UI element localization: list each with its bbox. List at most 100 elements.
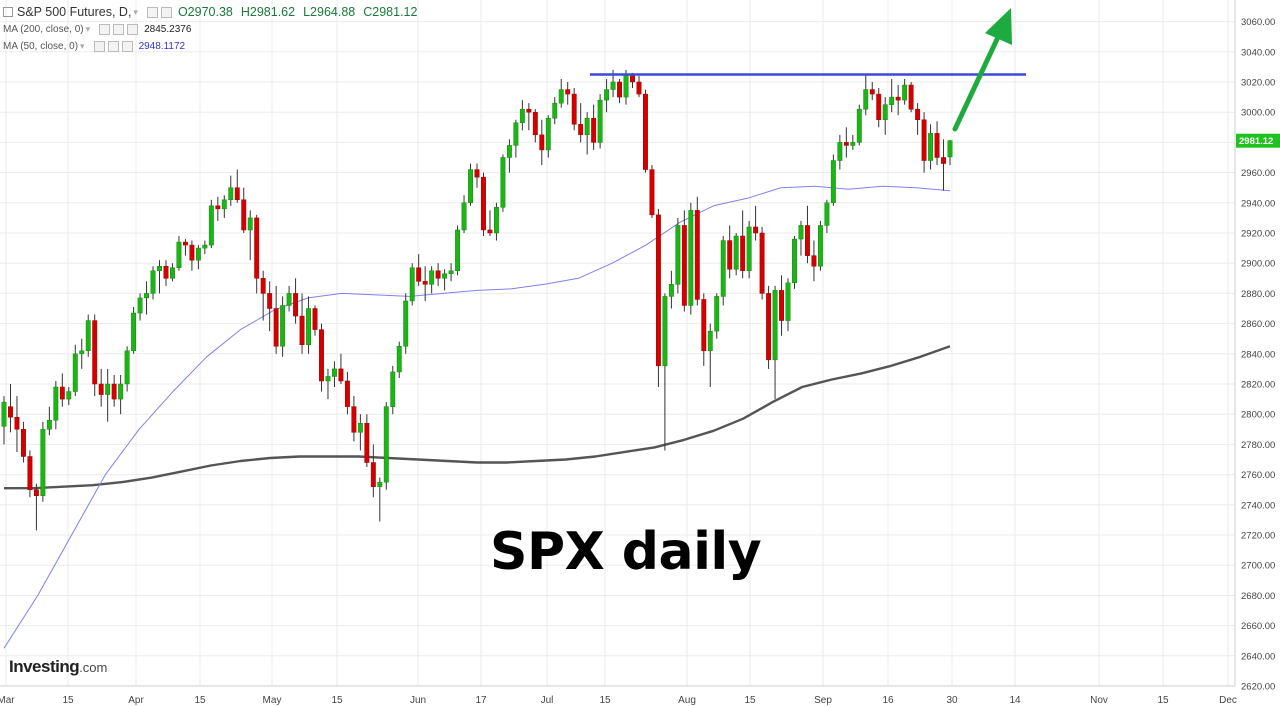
ma50-line: [3, 185, 951, 649]
settings-icon[interactable]: [146, 6, 158, 18]
candle-body: [105, 383, 111, 395]
candle: [208, 199, 214, 249]
y-tick-label: 3060.00: [1241, 17, 1275, 28]
candle: [824, 199, 830, 233]
candle: [332, 361, 337, 388]
candle-body: [843, 142, 849, 146]
candle-body: [649, 169, 655, 216]
y-tick-label: 2680.00: [1241, 591, 1275, 602]
eye-icon[interactable]: [99, 24, 111, 35]
candle: [435, 263, 441, 286]
candle-body: [377, 481, 383, 487]
candle: [928, 124, 934, 170]
candle-body: [137, 297, 143, 314]
candle-body: [558, 89, 564, 104]
candle-body: [746, 226, 752, 272]
candle-body: [228, 187, 234, 201]
candle-body: [422, 281, 428, 285]
candle: [27, 450, 33, 498]
candle: [545, 115, 551, 158]
candle-body: [714, 296, 720, 332]
candle: [299, 293, 305, 354]
candle-body: [915, 108, 921, 120]
y-tick-label: 2700.00: [1241, 561, 1275, 572]
candle-body: [707, 330, 713, 352]
candle-body: [92, 320, 98, 385]
candle-body: [617, 81, 622, 98]
candle: [163, 260, 169, 286]
candle-body: [928, 133, 934, 161]
candle-body: [519, 108, 525, 124]
candle: [403, 293, 409, 354]
y-tick-label: 2860.00: [1241, 319, 1275, 330]
close-icon[interactable]: [127, 24, 139, 35]
candle-body: [623, 74, 629, 98]
candle-body: [455, 229, 461, 271]
candle: [351, 396, 357, 442]
candle: [33, 483, 39, 531]
candle-body: [364, 423, 370, 463]
candle: [241, 187, 247, 233]
collapse-icon[interactable]: [3, 7, 13, 17]
candle: [876, 88, 882, 128]
legend-ma200-row: MA (200, close, 0) ▾ 2845.2376: [3, 24, 191, 35]
candle-body: [357, 423, 363, 433]
candle: [513, 119, 519, 158]
candle-body: [636, 81, 642, 95]
candle: [170, 263, 175, 282]
y-tick-label: 2920.00: [1241, 229, 1275, 240]
ma200-label: MA (200, close, 0): [3, 24, 84, 35]
chevron-down-icon[interactable]: ▾: [85, 24, 91, 34]
candle-body: [163, 265, 169, 279]
candle: [461, 195, 467, 233]
candle-body: [643, 93, 648, 170]
candle-body: [267, 293, 273, 309]
x-tick-label: Sep: [814, 695, 832, 706]
eye-icon[interactable]: [93, 41, 105, 52]
candle-body: [195, 247, 201, 261]
candle-body: [468, 169, 473, 204]
candle-body: [170, 267, 175, 279]
close-icon[interactable]: [121, 41, 133, 52]
candle-body: [98, 383, 104, 395]
candle: [8, 384, 13, 433]
y-tick-label: 2960.00: [1241, 168, 1275, 179]
settings-icon[interactable]: [107, 41, 119, 52]
candle-body: [578, 124, 584, 136]
candle: [662, 293, 668, 451]
format-icon[interactable]: [160, 6, 172, 18]
candle-body: [416, 267, 422, 282]
candle-body: [176, 241, 182, 268]
candle-body: [202, 244, 208, 249]
candle-body: [779, 290, 784, 321]
y-tick-label: 2880.00: [1241, 289, 1275, 300]
candle: [772, 285, 778, 400]
candle: [448, 263, 454, 282]
candle: [720, 236, 726, 306]
candle-body: [319, 329, 324, 382]
candle: [228, 175, 234, 206]
candle-body: [14, 416, 20, 430]
candle-body: [526, 108, 532, 113]
candle: [655, 208, 661, 388]
candle-body: [500, 157, 506, 208]
chevron-down-icon[interactable]: ▾: [133, 6, 138, 17]
candle: [267, 281, 273, 332]
candle-body: [863, 89, 869, 110]
candle: [714, 293, 720, 339]
candle-body: [753, 226, 759, 234]
chevron-down-icon[interactable]: ▾: [80, 41, 85, 51]
candle-body: [759, 232, 765, 294]
candle: [707, 323, 713, 388]
candle: [364, 414, 370, 468]
settings-icon[interactable]: [113, 24, 125, 35]
last-price-label: 2981.12: [1239, 136, 1273, 147]
candle-body: [20, 429, 26, 457]
candle-body: [66, 391, 72, 400]
candle-body: [435, 270, 441, 279]
candle: [591, 104, 597, 150]
candle-body: [351, 406, 357, 433]
x-tick-label: 14: [1009, 695, 1021, 706]
open-value: O2970.38: [177, 5, 233, 19]
